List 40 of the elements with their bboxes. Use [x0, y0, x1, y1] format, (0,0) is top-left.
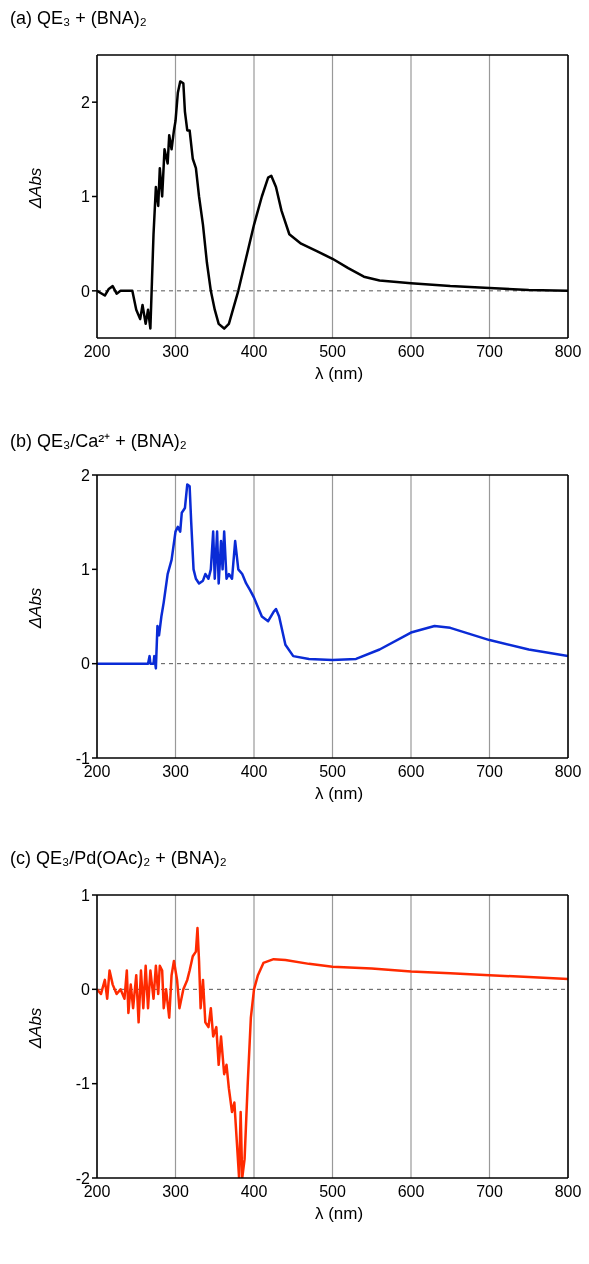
x-tick-label: 600: [397, 763, 425, 781]
y-axis-title: ΔAbs: [26, 167, 46, 209]
x-tick-label: 300: [162, 1183, 189, 1201]
chart-title: (c) QE₃/Pd(OAc)₂ + (BNA)₂: [10, 848, 228, 870]
x-tick-label: 300: [162, 763, 189, 781]
y-tick-label: 2: [81, 93, 91, 111]
chart-title: (b) QE₃/Ca²⁺ + (BNA)₂: [10, 430, 188, 453]
x-tick-label: 800: [554, 1183, 582, 1201]
x-tick-label: 700: [476, 1183, 503, 1201]
y-tick-label: 0: [81, 981, 91, 999]
x-tick-label: 300: [162, 343, 189, 361]
x-tick-label: 600: [397, 1183, 425, 1201]
x-tick-label: 700: [476, 343, 503, 361]
x-tick-label: 200: [83, 1183, 111, 1201]
x-tick-label: 600: [397, 343, 425, 361]
y-axis-title: ΔAbs: [26, 587, 46, 629]
x-axis-title: λ (nm): [313, 784, 365, 804]
x-tick-label: 400: [240, 763, 268, 781]
y-tick-label: 1: [81, 886, 91, 904]
x-tick-label: 800: [554, 763, 582, 781]
line-series: [97, 483, 568, 670]
chart-title: (a) QE₃ + (BNA)₂: [10, 8, 148, 30]
x-axis-title: λ (nm): [313, 1204, 365, 1224]
x-tick-label: 500: [319, 343, 346, 361]
x-tick-label: 500: [319, 763, 346, 781]
x-axis-title: λ (nm): [313, 364, 365, 384]
x-tick-label: 700: [476, 763, 503, 781]
y-tick-label: -1: [75, 1075, 91, 1093]
x-tick-label: 200: [83, 343, 111, 361]
x-tick-label: 500: [319, 1183, 346, 1201]
y-tick-label: 0: [81, 282, 91, 300]
x-tick-label: 400: [240, 1183, 268, 1201]
x-tick-label: 800: [554, 343, 582, 361]
y-tick-label: 1: [81, 188, 91, 206]
y-tick-label: 0: [81, 655, 91, 673]
y-tick-label: 2: [81, 466, 91, 484]
x-tick-label: 200: [83, 763, 111, 781]
y-tick-label: 1: [81, 561, 91, 579]
x-tick-label: 400: [240, 343, 268, 361]
y-axis-title: ΔAbs: [26, 1007, 46, 1049]
